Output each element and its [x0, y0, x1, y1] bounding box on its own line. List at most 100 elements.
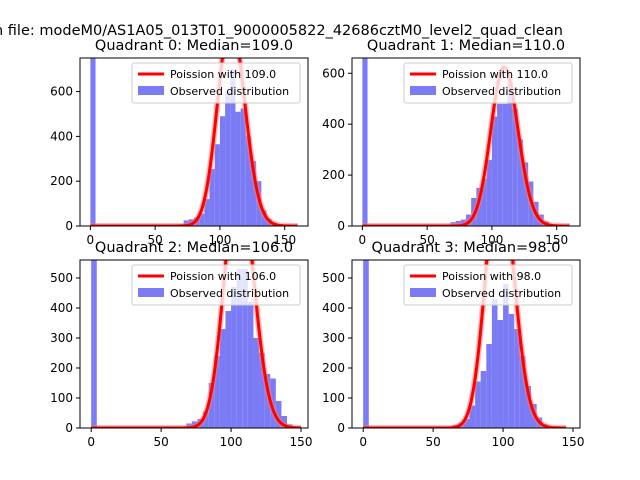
histogram-bar	[240, 108, 246, 226]
legend-observed-swatch	[410, 288, 436, 297]
histogram-bar	[214, 356, 220, 428]
histogram-bar	[503, 284, 509, 428]
histogram-bar	[219, 329, 226, 428]
legend-poisson-label: Poission with 110.0	[442, 68, 548, 81]
legend: Poission with 110.0 Observed distribution	[403, 62, 573, 104]
legend-observed-label: Observed distribution	[442, 287, 561, 300]
legend-box	[131, 264, 301, 306]
poisson-curve	[90, 58, 298, 226]
legend-observed-swatch	[410, 86, 436, 95]
x-tick-label: 150	[273, 233, 296, 247]
histogram-bar	[235, 111, 241, 226]
x-tick-label: 150	[290, 435, 313, 449]
histogram-bar	[463, 419, 470, 428]
x-tick-label: 100	[480, 233, 503, 247]
y-tick-label: 400	[50, 301, 73, 315]
histogram-bar	[469, 405, 476, 428]
subplot-0: Quadrant 0: Median=109.0 0 50 100 150 0 200 400…	[50, 38, 309, 247]
x-tick-label: 50	[147, 233, 162, 247]
histogram-bars	[363, 260, 554, 428]
histogram-bar	[519, 356, 526, 428]
histogram-bar	[491, 116, 498, 226]
histogram-bar	[514, 329, 520, 428]
x-tick-label: 150	[545, 233, 568, 247]
y-tick-label: 0	[337, 421, 345, 435]
histogram-bar	[362, 58, 368, 226]
subplot-title: Quadrant 0: Median=109.0	[95, 38, 293, 54]
histogram-bar	[275, 401, 282, 428]
histogram-bar	[219, 116, 226, 226]
y-tick-label: 500	[50, 271, 73, 285]
legend: Poission with 106.0 Observed distribution	[131, 264, 301, 306]
histogram-bar	[475, 381, 481, 428]
y-tick-label: 300	[322, 331, 345, 345]
histogram-bar	[523, 162, 529, 226]
histogram-bar	[253, 338, 260, 428]
y-tick-label: 500	[322, 271, 345, 285]
y-tick-label: 100	[50, 391, 73, 405]
histogram-bar	[491, 299, 498, 428]
subplot-2: Quadrant 2: Median=106.0 0 50 100 150 0 100 200…	[50, 240, 313, 449]
poisson-curve-group	[88, 58, 300, 226]
histogram-bar	[497, 103, 503, 226]
y-tick-label: 200	[322, 168, 345, 182]
y-tick-label: 100	[322, 391, 345, 405]
legend-poisson-label: Poission with 98.0	[442, 270, 541, 283]
axes-frame	[79, 259, 309, 429]
x-tick-label: 0	[87, 435, 95, 449]
histogram-bar	[363, 260, 369, 428]
legend: Poission with 98.0 Observed distribution	[403, 264, 573, 306]
y-tick-label: 400	[322, 301, 345, 315]
legend-observed-swatch	[138, 288, 164, 297]
y-tick-label: 600	[50, 85, 73, 99]
y-tick-label: 400	[50, 129, 73, 143]
poisson-curve-group	[89, 260, 303, 428]
poisson-curve	[91, 260, 302, 428]
x-tick-label: 0	[87, 233, 95, 247]
histogram-bar	[259, 353, 265, 428]
axes-frame	[351, 57, 581, 227]
histogram-bar	[231, 287, 237, 428]
y-tick-label: 0	[65, 421, 73, 435]
legend-observed-label: Observed distribution	[170, 287, 289, 300]
poisson-curve	[363, 260, 567, 428]
legend-box	[131, 62, 301, 104]
subplot-3: Quadrant 3: Median=98.0 0 50 100 150 0 100 200 3…	[322, 240, 585, 449]
histogram-bar	[91, 260, 97, 428]
x-tick-label: 50	[419, 233, 434, 247]
histogram-bar	[486, 344, 492, 428]
histogram-bar	[481, 178, 487, 226]
figure-suptitle: n file: modeM0/AS1A05_013T01_9000005822_…	[0, 23, 563, 39]
subplot-title: Quadrant 1: Median=110.0	[367, 38, 565, 54]
histogram-bar	[525, 386, 532, 428]
histogram-bar	[90, 58, 96, 226]
legend-box	[403, 62, 573, 104]
histogram-bar	[517, 139, 523, 226]
histogram-bar	[480, 371, 487, 428]
y-tick-label: 300	[50, 331, 73, 345]
histogram-bar	[508, 314, 515, 428]
axes-frame	[79, 57, 309, 227]
x-tick-label: 150	[562, 435, 585, 449]
y-tick-label: 200	[322, 361, 345, 375]
x-tick-label: 100	[208, 233, 231, 247]
histogram-bar	[208, 383, 215, 428]
legend-poisson-label: Poission with 109.0	[170, 68, 276, 81]
legend-box	[403, 264, 573, 306]
x-tick-label: 50	[425, 435, 440, 449]
histogram-bar	[247, 302, 254, 428]
subplot-title: Quadrant 2: Median=106.0	[95, 240, 293, 256]
poisson-curve-group	[360, 64, 572, 226]
histogram-bars	[91, 260, 293, 428]
x-tick-label: 50	[153, 435, 168, 449]
y-tick-label: 0	[337, 219, 345, 233]
x-tick-label: 0	[359, 233, 367, 247]
histogram-bar	[512, 108, 518, 226]
poisson-curve	[362, 65, 570, 226]
y-tick-label: 200	[50, 174, 73, 188]
x-tick-label: 0	[359, 435, 367, 449]
histogram-bar	[251, 161, 257, 226]
y-tick-label: 200	[50, 361, 73, 375]
histogram-bar	[497, 320, 504, 428]
